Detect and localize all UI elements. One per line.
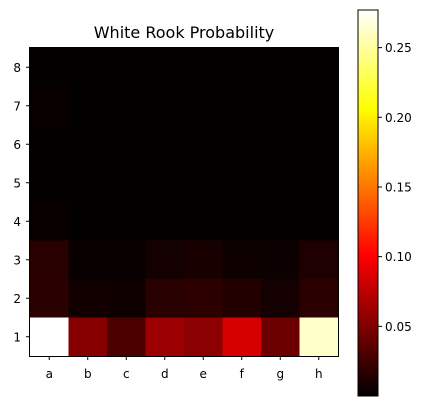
heatmap-cell	[145, 163, 185, 203]
colorbar-tick-label: 0.20	[385, 111, 412, 125]
heatmap-cell	[145, 202, 185, 241]
y-tick-label: 1	[13, 330, 21, 344]
x-tick-label: a	[46, 367, 53, 381]
heatmap-cell	[184, 48, 223, 87]
heatmap-cell	[30, 86, 69, 126]
heatmap-cell	[30, 279, 69, 318]
heatmap-cell	[107, 240, 146, 280]
heatmap-cell	[222, 163, 262, 203]
heatmap-cell	[145, 317, 185, 357]
y-tick-label: 3	[13, 253, 21, 267]
heatmap-cell	[222, 202, 262, 241]
x-tick-label: g	[276, 367, 284, 381]
heatmap-cell	[299, 86, 339, 126]
heatmap-cell	[222, 279, 262, 318]
heatmap-cell	[30, 202, 69, 241]
heatmap-cell	[261, 86, 300, 126]
heatmap-cell	[145, 240, 185, 280]
chart-title: White Rook Probability	[94, 23, 275, 42]
heatmap-cell	[261, 163, 300, 203]
heatmap-cell	[68, 125, 108, 164]
heatmap-cell	[299, 317, 339, 357]
y-tick-label: 6	[13, 138, 21, 152]
y-tick-label: 8	[13, 61, 21, 75]
heatmap-cell	[184, 125, 223, 164]
heatmap-cell	[261, 48, 300, 87]
heatmap-cell	[107, 202, 146, 241]
heatmap-cell	[30, 163, 69, 203]
y-tick-label: 4	[13, 215, 21, 229]
heatmap-cell	[68, 279, 108, 318]
heatmap-cell	[261, 317, 300, 357]
heatmap-cell	[222, 317, 262, 357]
x-tick-label: h	[315, 367, 323, 381]
heatmap-cell	[184, 163, 223, 203]
heatmap-cell	[68, 163, 108, 203]
heatmap-cell	[222, 86, 262, 126]
heatmap-cell	[107, 279, 146, 318]
y-tick-label: 2	[13, 292, 21, 306]
heatmap-cell	[107, 125, 146, 164]
heatmap-cell	[222, 48, 262, 87]
heatmap-cells	[30, 48, 339, 357]
colorbar-tick-label: 0.10	[385, 250, 412, 264]
heatmap-cell	[299, 125, 339, 164]
heatmap-cell	[299, 240, 339, 280]
heatmap-cell	[145, 125, 185, 164]
colorbar-tick-label: 0.25	[385, 41, 412, 55]
colorbar-axis: 0.05 0.10 0.15 0.20 0.25	[378, 41, 412, 334]
heatmap-cell	[145, 86, 185, 126]
heatmap-cell	[107, 86, 146, 126]
heatmap-cell	[145, 48, 185, 87]
heatmap-cell	[299, 202, 339, 241]
y-tick-label: 7	[13, 99, 21, 113]
x-tick-label: b	[84, 367, 92, 381]
heatmap-cell	[68, 240, 108, 280]
heatmap-cell	[107, 163, 146, 203]
heatmap-cell	[184, 86, 223, 126]
heatmap-cell	[145, 279, 185, 318]
heatmap-cell	[261, 279, 300, 318]
heatmap-cell	[222, 125, 262, 164]
heatmap-cell	[107, 48, 146, 87]
x-tick-label: d	[161, 367, 169, 381]
colorbar	[357, 9, 379, 397]
x-tick-label: c	[123, 367, 130, 381]
heatmap-cell	[184, 202, 223, 241]
heatmap-cell	[299, 163, 339, 203]
x-axis: a b c d e f g h	[46, 356, 323, 381]
plot-frame	[29, 47, 339, 357]
heatmap-cell	[261, 125, 300, 164]
heatmap-cell	[68, 317, 108, 357]
heatmap-cell	[30, 48, 69, 87]
heatmap-cell	[30, 317, 69, 357]
heatmap-cell	[68, 48, 108, 87]
x-tick-label: e	[200, 367, 207, 381]
heatmap-cell	[299, 48, 339, 87]
heatmap-cell	[184, 317, 223, 357]
x-tick-label: f	[240, 367, 245, 381]
heatmap-cell	[30, 125, 69, 164]
heatmap-cell	[68, 202, 108, 241]
colorbar-tick-label: 0.15	[385, 180, 412, 194]
y-tick-label: 5	[13, 176, 21, 190]
heatmap-cell	[68, 86, 108, 126]
colorbar-tick-label: 0.05	[385, 320, 412, 334]
heatmap-cell	[261, 202, 300, 241]
heatmap-cell	[184, 240, 223, 280]
heatmap-cell	[299, 279, 339, 318]
heatmap-cell	[184, 279, 223, 318]
heatmap-cell	[261, 240, 300, 280]
y-axis: 8 7 6 5 4 3 2 1	[13, 61, 30, 344]
heatmap-cell	[222, 240, 262, 280]
heatmap-cell	[30, 240, 69, 280]
heatmap-cell	[107, 317, 146, 357]
